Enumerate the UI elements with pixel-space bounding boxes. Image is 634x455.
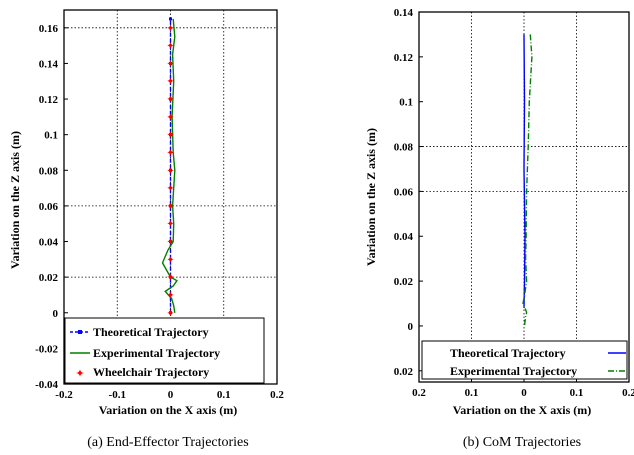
x-ticks-b: 0.2 0.1 0 0.1 0.2: [412, 378, 634, 399]
y-tick-label: 0: [408, 321, 414, 333]
y-tick-label: 0.16: [39, 23, 59, 35]
y-tick-label: 0.02: [394, 366, 414, 378]
x-axis-label-a: Variation on the X axis (m): [99, 403, 238, 417]
y-tick-label: 0.08: [394, 142, 414, 154]
series-point-a-2: ✦: [166, 77, 174, 88]
y-tick-label: 0.02: [394, 276, 414, 288]
series-point-a-2: ✦: [166, 130, 174, 141]
x-tick-label: 0.2: [270, 389, 284, 401]
x-tick-label: 0.1: [217, 389, 231, 401]
y-tick-label: 0.1: [399, 97, 413, 109]
legend-a: Theoretical Trajectory Experimental Traj…: [64, 317, 265, 384]
series-point-a-2: ✦: [166, 255, 174, 266]
y-tick-label: 0.14: [39, 58, 59, 70]
y-tick-label: -0.04: [35, 379, 58, 391]
y-tick-label: 0.06: [39, 201, 59, 213]
y-tick-label: -0.02: [35, 343, 58, 355]
series-point-a-2: ✦: [166, 184, 174, 195]
chart-end-effector: -0.2 -0.1 0 0.1 0.2 -0.04 -0.02 0 0.02 0.04 0.06 0…: [8, 9, 284, 450]
y-axis-label-b: Variation on the Z axis (m): [364, 128, 378, 266]
x-tick-label: 0.2: [412, 387, 426, 399]
y-tick-label: 0.06: [394, 186, 414, 198]
legend-label-b-0: Theoretical Trajectory: [450, 346, 566, 360]
series-point-a-0: [169, 133, 172, 137]
legend-box-a: [64, 317, 265, 384]
series-point-a-0: [169, 204, 172, 208]
caption-a: (a) End-Effector Trajectories: [87, 435, 248, 450]
series-line-a-1: [161, 18, 178, 313]
x-axis-label-b: Variation on the X axis (m): [453, 403, 592, 417]
series-point-a-2: ✦: [166, 148, 174, 159]
y-ticks-a: -0.04 -0.02 0 0.02 0.04 0.06 0.08 0.1 0.12 0.14 0.…: [35, 23, 68, 391]
series-point-a-2: ✦: [166, 290, 174, 301]
x-tick-label: 0.1: [570, 387, 584, 399]
series-point-a-0: [169, 61, 172, 65]
series-point-a-0: [169, 311, 172, 315]
series-point-a-2: ✦: [166, 41, 174, 52]
series-point-a-2: ✦: [166, 59, 174, 70]
series-point-a-2: ✦: [166, 166, 174, 177]
series-point-a-0: [169, 168, 172, 172]
caption-b: (b) CoM Trajectories: [463, 435, 581, 450]
x-tick-label: 0: [168, 389, 174, 401]
legend-label-a-1: Experimental Trajectory: [93, 346, 220, 360]
series-group-a: ✦ ✦ ✦ ✦ ✦ ✦ ✦ ✦ ✦ ✦ ✦ ✦ ✦ ✦ ✦ ✦ ✦: [161, 17, 178, 319]
legend-label-b-1: Experimental Trajectory: [450, 364, 577, 378]
x-tick-label: -0.1: [109, 389, 126, 401]
series-point-a-2: ✦: [166, 201, 174, 212]
y-tick-label: 0.04: [39, 237, 59, 249]
y-tick-label: 0.08: [39, 165, 59, 177]
series-point-a-2: ✦: [166, 237, 174, 248]
x-tick-label: 0: [521, 387, 527, 399]
y-tick-label: 0: [53, 308, 59, 320]
series-point-a-2: ✦: [166, 308, 174, 319]
legend-b: Theoretical Trajectory Experimental Traj…: [421, 340, 628, 380]
legend-box-b: [421, 340, 628, 380]
series-point-a-0: [169, 97, 172, 101]
x-tick-label: 0.2: [622, 387, 634, 399]
series-point-a-2: ✦: [166, 273, 174, 284]
legend-label-a-0: Theoretical Trajectory: [93, 325, 209, 339]
y-tick-label: 0.12: [39, 94, 59, 106]
series-group-b: [522, 34, 533, 326]
series-point-a-2: ✦: [166, 95, 174, 106]
y-tick-label: 0.1: [44, 130, 58, 142]
y-axis-label-a: Variation on the Z axis (m): [8, 131, 22, 269]
x-ticks-a: -0.2 -0.1 0 0.1 0.2: [55, 380, 284, 401]
legend-label-a-2: Wheelchair Trajectory: [93, 365, 209, 379]
legend-marker-a-2: ✦: [75, 368, 84, 380]
series-point-a-2: ✦: [166, 23, 174, 34]
series-line-b-1: [522, 34, 533, 326]
series-line-b-0: [523, 34, 526, 309]
y-tick-label: 0.02: [39, 272, 59, 284]
series-point-a-0: [169, 240, 172, 244]
legend-marker-a-0: [78, 330, 82, 334]
series-point-a-2: ✦: [166, 219, 174, 230]
x-tick-label: 0.1: [465, 387, 479, 399]
y-ticks-b: 0.02 0 0.02 0.04 0.06 0.08 0.1 0.12 0.14: [394, 7, 423, 378]
y-tick-label: 0.14: [394, 7, 414, 19]
y-tick-label: 0.12: [394, 52, 414, 64]
series-point-a-0: [169, 17, 172, 21]
y-tick-label: 0.04: [394, 231, 414, 243]
chart-com: 0.2 0.1 0 0.1 0.2 0.0200.020.040.060.080.10.…: [364, 7, 634, 450]
series-point-a-2: ✦: [166, 112, 174, 123]
x-tick-label: -0.2: [55, 389, 73, 401]
